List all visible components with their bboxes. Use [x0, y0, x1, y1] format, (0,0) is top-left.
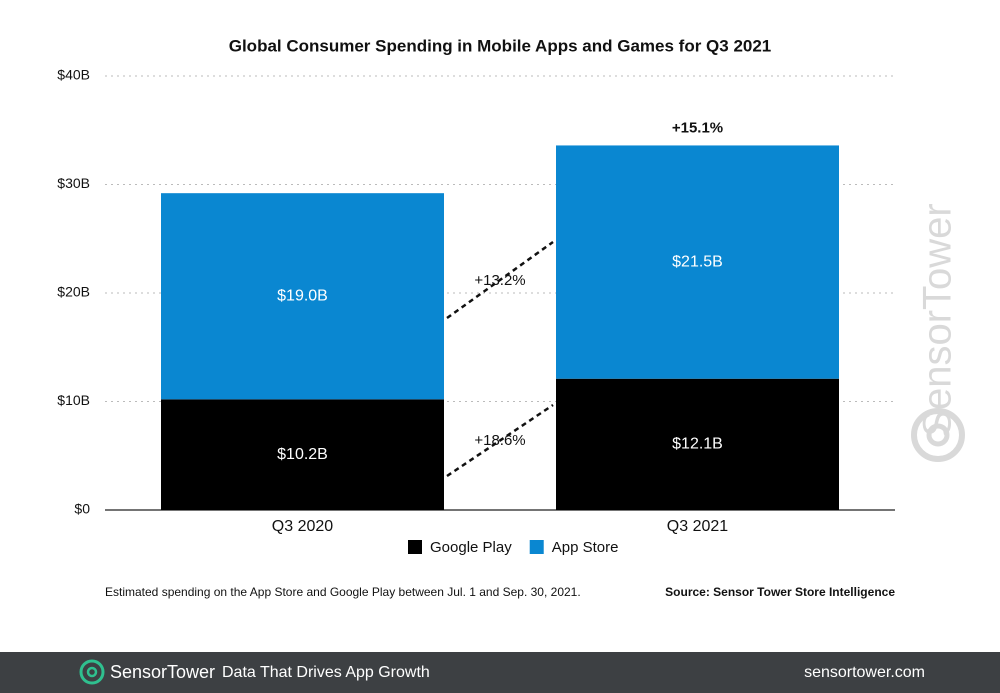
annotation: +15.1% — [672, 119, 723, 136]
value-label: $21.5B — [672, 253, 723, 270]
footnote: Estimated spending on the App Store and … — [105, 585, 581, 599]
footer-url: sensortower.com — [804, 664, 925, 681]
x-tick-label: Q3 2021 — [667, 518, 728, 535]
bar-segment — [556, 145, 839, 379]
footer-tagline: Data That Drives App Growth — [222, 664, 430, 681]
watermark-icon — [911, 408, 965, 462]
footer-bar — [0, 652, 1000, 693]
growth-connector — [446, 240, 554, 320]
y-tick-label: $10B — [57, 392, 90, 408]
annotation: +18.6% — [474, 432, 525, 449]
legend-label: Google Play — [430, 539, 512, 556]
watermark: SensorTower — [916, 203, 960, 436]
growth-connector — [446, 403, 554, 478]
y-tick-label: $40B — [57, 67, 90, 83]
value-label: $10.2B — [277, 446, 328, 463]
annotation: +13.2% — [474, 272, 525, 289]
value-label: $19.0B — [277, 287, 328, 304]
footer-logo — [79, 659, 105, 685]
y-tick-label: $20B — [57, 284, 90, 300]
footer-brand: SensorTower — [110, 662, 215, 682]
source: Source: Sensor Tower Store Intelligence — [665, 585, 895, 599]
legend-swatch — [408, 540, 422, 554]
bar-segment — [161, 193, 444, 400]
chart-title: Global Consumer Spending in Mobile Apps … — [229, 36, 772, 55]
bar-segment — [161, 399, 444, 510]
x-tick-label: Q3 2020 — [272, 518, 333, 535]
legend-label: App Store — [552, 539, 619, 556]
y-tick-label: $0 — [74, 501, 90, 517]
value-label: $12.1B — [672, 436, 723, 453]
y-tick-label: $30B — [57, 175, 90, 191]
legend-swatch — [529, 540, 544, 554]
bar-segment — [556, 378, 839, 510]
